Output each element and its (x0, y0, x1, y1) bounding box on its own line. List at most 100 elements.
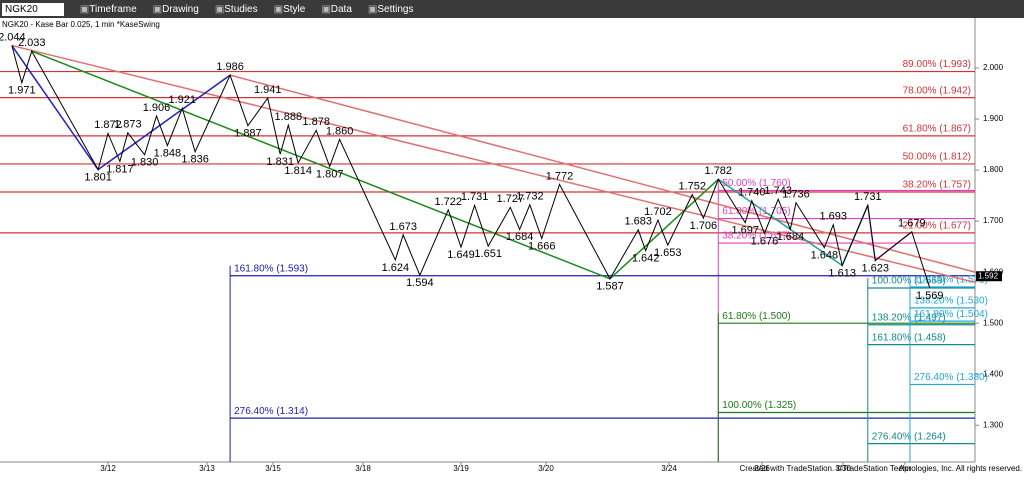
trend-line (11, 44, 976, 284)
y-tick-label: 2.000 (983, 63, 1004, 72)
fib-label: 138.20% (1.497) (872, 312, 946, 323)
swing-label: 1.941 (254, 84, 282, 96)
y-tick-label: 1.700 (983, 216, 1004, 225)
swing-label: 1.666 (528, 240, 556, 252)
swing-label: 1.752 (678, 180, 706, 192)
swing-label: 1.679 (898, 218, 926, 230)
swing-label: 1.860 (326, 125, 354, 137)
swing-label: 1.722 (434, 196, 462, 208)
x-tick-label: 3/18 (355, 464, 371, 473)
swing-label: 1.772 (546, 170, 574, 182)
footer: Created with TradeStation. ©TradeStation… (740, 464, 1023, 473)
fib-label: 100.00% (1.325) (722, 400, 796, 411)
swing-label: 2.033 (18, 37, 46, 49)
swing-label: 1.623 (861, 262, 889, 274)
swing-label: 1.683 (624, 216, 652, 228)
swing-label: 1.888 (275, 111, 303, 123)
fib-label: 78.00% (1.942) (903, 85, 971, 96)
swing-label: 1.732 (516, 191, 544, 203)
fib-label: 276.40% (1.314) (234, 406, 308, 417)
last-price-label: 1.592 (978, 271, 999, 280)
swing-label: 1.594 (406, 277, 434, 289)
toolbar: NGK20 Timeframe Drawing Studies Style Data Se… (0, 0, 1024, 18)
swing-label: 1.801 (84, 171, 112, 183)
swing-label: 1.653 (654, 247, 682, 259)
swing-label: 1.673 (389, 221, 417, 233)
fib-label: 38.20% (1.757) (903, 180, 971, 191)
swing-label: 1.817 (106, 163, 134, 175)
swing-label: 1.782 (705, 165, 733, 177)
swing-label: 1.651 (474, 248, 502, 260)
swing-label: 1.684 (777, 231, 805, 243)
x-tick-label: 3/30 (835, 464, 851, 473)
menu-item[interactable]: Timeframe (80, 4, 136, 15)
fib-label: 138.20% (1.530) (914, 296, 988, 307)
swing-label: 1.736 (782, 189, 810, 201)
swing-label: 1.848 (154, 147, 182, 159)
swing-label: 1.624 (382, 262, 410, 274)
swing-label: 1.731 (461, 191, 489, 203)
menu-item[interactable]: Style (274, 4, 305, 15)
trend-line (229, 74, 976, 273)
swing-label: 1.697 (731, 225, 759, 237)
fib-label: 38.20% (1.657) (722, 231, 790, 242)
swing-label: 1.693 (820, 211, 848, 223)
fib-label: 50.00% (1.760) (722, 178, 790, 189)
swing-label: 1.649 (447, 249, 475, 261)
swing-label: 1.807 (316, 168, 344, 180)
trend-line (11, 45, 231, 171)
menu-item[interactable]: Drawing (153, 4, 199, 15)
swing-label: 1.587 (596, 281, 624, 293)
swing-label: 1.814 (284, 165, 312, 177)
fib-label: 276.40% (1.264) (872, 431, 946, 442)
swing-label: 1.836 (181, 154, 209, 166)
page: NGK20 Timeframe Drawing Studies Style Data Se… (0, 0, 1024, 474)
swing-label: 1.743 (764, 185, 792, 197)
fib-label: 161.80% (1.504) (914, 309, 988, 320)
symbol-box[interactable]: NGK20 (2, 2, 64, 16)
x-tick-label: 3/12 (100, 464, 116, 473)
swing-label: 1.873 (114, 119, 142, 131)
fib-label: 89.00% (1.993) (903, 59, 971, 70)
menu-item[interactable]: Studies (215, 4, 257, 15)
fib-label: 61.80% (1.500) (722, 311, 790, 322)
x-tick-label: 3/13 (199, 464, 215, 473)
fib-label: 50.00% (1.812) (903, 152, 971, 163)
menu-item[interactable]: Settings (368, 4, 413, 15)
swing-label: 1.986 (216, 61, 244, 73)
swing-label: 1.613 (828, 267, 856, 279)
y-tick-label: 1.500 (983, 318, 1004, 327)
fib-label: 161.80% (1.593) (234, 263, 308, 274)
swing-label: 1.921 (168, 94, 196, 106)
y-tick-label: 1.900 (983, 114, 1004, 123)
swing-label: 1.727 (497, 193, 525, 205)
y-tick-label: 1.300 (983, 420, 1004, 429)
swing-label: 1.740 (738, 187, 766, 199)
x-tick-label: 3/20 (538, 464, 554, 473)
swing-label: 1.706 (690, 220, 718, 232)
swing-label: 2.044 (0, 31, 26, 43)
chart: NGK20 - Kase Bar 0.025, 1 min *KaseSwing… (0, 18, 1023, 473)
x-tick-label: 3/19 (453, 464, 469, 473)
y-tick-label: 1.400 (983, 369, 1004, 378)
swing-label: 1.971 (8, 85, 36, 97)
swing-label: 1.878 (302, 116, 330, 128)
swing-label: 1.830 (131, 157, 159, 169)
menu-item[interactable]: Data (321, 4, 352, 15)
swing-label: 1.676 (751, 235, 779, 247)
x-tick-label: 3/15 (265, 464, 281, 473)
fib-label: 21.00% (1.677) (903, 220, 971, 231)
swing-label: 1.702 (644, 206, 672, 218)
x-tick-label: 3/24 (661, 464, 677, 473)
price-line (11, 45, 931, 289)
swing-label: 1.648 (811, 250, 839, 262)
fib-label: 61.80% (1.867) (903, 124, 971, 135)
swing-label: 1.887 (234, 128, 262, 140)
x-tick-label: Apr (899, 464, 912, 473)
swing-label: 1.684 (506, 231, 534, 243)
fib-label: 276.40% (1.380) (914, 372, 988, 383)
y-tick-label: 1.800 (983, 165, 1004, 174)
fib-label: 161.80% (1.458) (872, 332, 946, 343)
swing-label: 1.872 (94, 119, 122, 131)
swing-label: 1.731 (854, 191, 882, 203)
